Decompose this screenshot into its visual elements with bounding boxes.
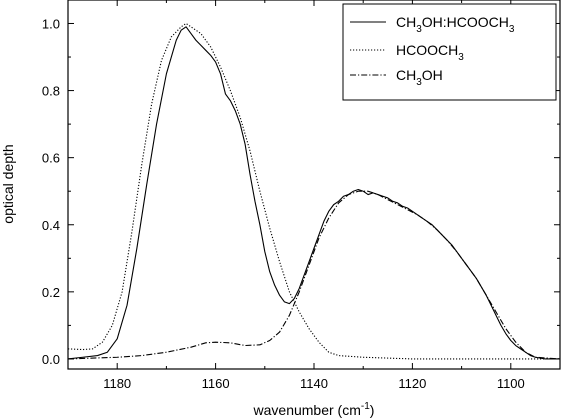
x-tick-label: 1100 [497,376,525,391]
x-axis-title: wavenumber (cm-1) [253,401,375,418]
x-tick-label: 1180 [103,376,131,391]
legend-box [342,3,557,101]
y-tick-label: 0.2 [42,285,60,300]
legend-label-part: OH:HCOOCH [422,14,509,30]
legend-label-mixture: CH3OH:HCOOCH3 [396,14,515,35]
y-tick-label: 0.6 [42,151,60,166]
y-tick-label: 0.4 [42,218,60,233]
series-line-mixture [67,26,560,360]
legend-label-part: 3 [509,24,515,35]
legend-label-ch3oh: CH3OH [396,67,443,88]
legend-label-part: 3 [416,24,422,35]
x-tick-label: 1120 [398,376,426,391]
legend-label-hcooch3: HCOOCH3 [396,42,464,63]
legend-label-part: CH [396,14,416,30]
y-axis-title: optical depth [0,144,16,223]
legend-label-part: CH [396,67,416,83]
series-line-hcooch3 [67,22,560,360]
legend-label-part: 3 [416,77,422,88]
x-axis-title-end: ) [370,402,375,418]
axis-ticks: 1180 1160 1140 1120 1100 0.0 0.2 0.4 0.6 0.8 1.0 [42,0,561,391]
y-tick-label: 0.8 [42,84,60,99]
x-tick-label: 1140 [300,376,328,391]
x-tick-label: 1160 [202,376,230,391]
x-axis-title-sup: -1 [361,401,370,412]
x-axis-title-main: wavenumber (cm [253,402,361,418]
legend-label-part: HCOOCH [396,42,458,58]
y-tick-label: 1.0 [42,16,60,31]
y-tick-label: 0.0 [42,352,60,367]
series-layer [67,22,561,360]
legend-label-part: 3 [458,52,464,63]
legend-label-part: OH [422,67,443,83]
series-line-ch3oh [67,190,561,360]
